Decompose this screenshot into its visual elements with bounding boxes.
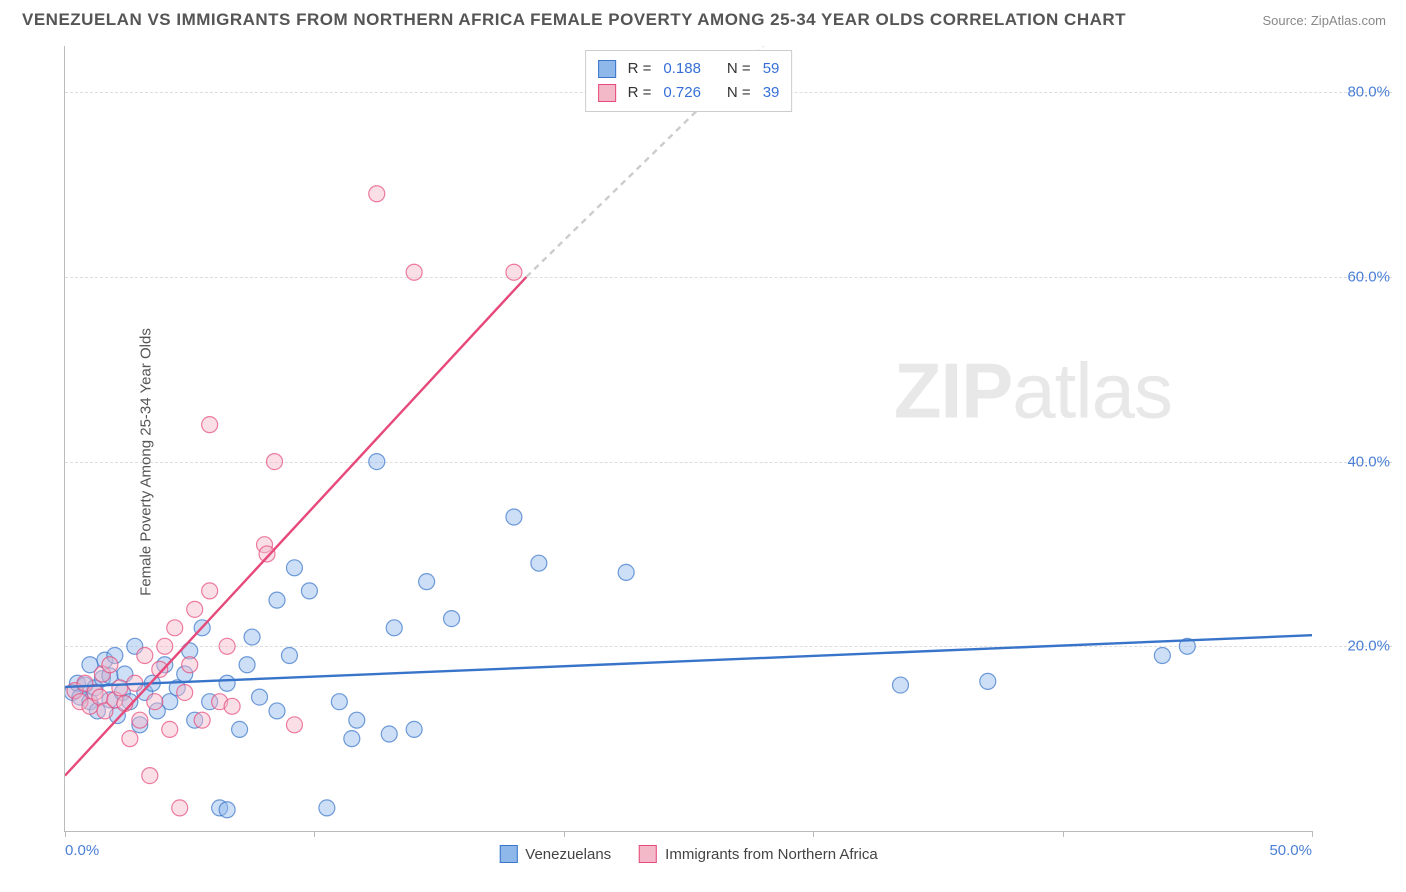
data-point [531, 555, 547, 571]
data-point [892, 677, 908, 693]
data-point [281, 648, 297, 664]
data-point [301, 583, 317, 599]
source-label: Source: ZipAtlas.com [1262, 13, 1386, 28]
data-point [102, 657, 118, 673]
data-point [286, 560, 302, 576]
x-tick-label: 50.0% [1269, 842, 1312, 859]
legend-swatch [598, 60, 616, 78]
legend-n-value: 39 [763, 81, 780, 105]
legend-row: R = 0.726 N = 39 [598, 81, 780, 105]
data-point [202, 417, 218, 433]
data-point [147, 694, 163, 710]
legend-r-value: 0.188 [663, 57, 701, 81]
legend-r-value: 0.726 [663, 81, 701, 105]
data-point [219, 802, 235, 818]
y-tick-label: 80.0% [1347, 84, 1390, 101]
legend-item: Venezuelans [499, 845, 611, 863]
legend-row: R = 0.188 N = 59 [598, 57, 780, 81]
data-point [224, 698, 240, 714]
legend-n-label: N = [727, 57, 751, 81]
data-point [112, 680, 128, 696]
x-tick [813, 831, 814, 837]
data-point [369, 454, 385, 470]
data-point [157, 638, 173, 654]
data-point [202, 583, 218, 599]
legend-swatch [639, 845, 657, 863]
x-tick [314, 831, 315, 837]
data-point [167, 620, 183, 636]
x-tick [564, 831, 565, 837]
data-point [232, 721, 248, 737]
data-point [406, 721, 422, 737]
data-point [286, 717, 302, 733]
data-point [122, 731, 138, 747]
data-point [618, 564, 634, 580]
correlation-legend: R = 0.188 N = 59 R = 0.726 N = 39 [585, 50, 793, 112]
x-tick-label: 0.0% [65, 842, 99, 859]
data-point [269, 703, 285, 719]
legend-swatch [499, 845, 517, 863]
legend-swatch [598, 84, 616, 102]
data-point [506, 264, 522, 280]
data-point [319, 800, 335, 816]
data-point [142, 768, 158, 784]
plot-area: ZIPatlas R =0.188N =59R =0.726N =39 Vene… [64, 46, 1312, 832]
scatter-svg [65, 46, 1312, 831]
y-tick-label: 20.0% [1347, 638, 1390, 655]
data-point [152, 661, 168, 677]
legend-series-label: Venezuelans [525, 846, 611, 863]
data-point [219, 638, 235, 654]
data-point [219, 675, 235, 691]
data-point [266, 454, 282, 470]
data-point [349, 712, 365, 728]
x-tick [1312, 831, 1313, 837]
data-point [239, 657, 255, 673]
data-point [406, 264, 422, 280]
y-tick-label: 40.0% [1347, 453, 1390, 470]
legend-r-label: R = [628, 81, 652, 105]
data-point [369, 186, 385, 202]
data-point [1154, 648, 1170, 664]
chart-title: VENEZUELAN VS IMMIGRANTS FROM NORTHERN A… [22, 10, 1126, 30]
data-point [194, 712, 210, 728]
legend-item: Immigrants from Northern Africa [639, 845, 878, 863]
x-tick [65, 831, 66, 837]
data-point [331, 694, 347, 710]
data-point [182, 657, 198, 673]
legend-n-value: 59 [763, 57, 780, 81]
data-point [386, 620, 402, 636]
data-point [269, 592, 285, 608]
data-point [259, 546, 275, 562]
data-point [506, 509, 522, 525]
data-point [252, 689, 268, 705]
trend-line [65, 277, 526, 776]
data-point [162, 721, 178, 737]
data-point [137, 648, 153, 664]
data-point [177, 684, 193, 700]
data-point [244, 629, 260, 645]
data-point [187, 601, 203, 617]
x-tick [1063, 831, 1064, 837]
legend-series-label: Immigrants from Northern Africa [665, 846, 878, 863]
data-point [419, 574, 435, 590]
y-tick-label: 60.0% [1347, 268, 1390, 285]
legend-n-label: N = [727, 81, 751, 105]
data-point [344, 731, 360, 747]
data-point [980, 673, 996, 689]
data-point [132, 712, 148, 728]
data-point [444, 611, 460, 627]
series-legend: Venezuelans Immigrants from Northern Afri… [499, 845, 877, 863]
legend-r-label: R = [628, 57, 652, 81]
data-point [172, 800, 188, 816]
data-point [381, 726, 397, 742]
chart-container: Female Poverty Among 25-34 Year Olds ZIP… [22, 46, 1392, 878]
